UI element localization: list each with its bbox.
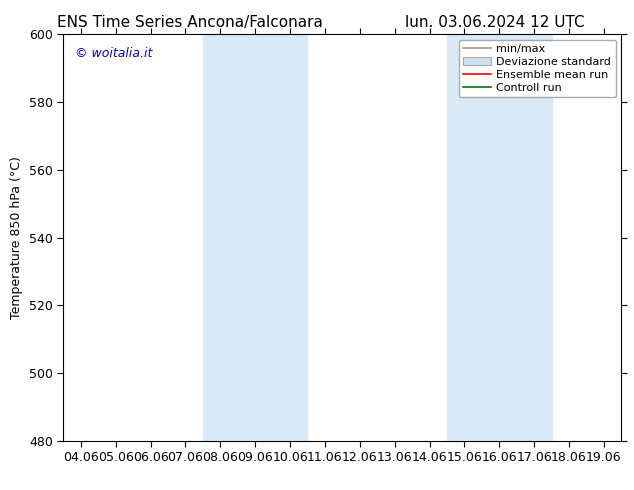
Y-axis label: Temperature 850 hPa (°C): Temperature 850 hPa (°C) — [10, 156, 23, 319]
Text: lun. 03.06.2024 12 UTC: lun. 03.06.2024 12 UTC — [404, 15, 585, 30]
Bar — [203, 34, 307, 441]
Bar — [447, 34, 552, 441]
Text: ENS Time Series Ancona/Falconara: ENS Time Series Ancona/Falconara — [57, 15, 323, 30]
Legend: min/max, Deviazione standard, Ensemble mean run, Controll run: min/max, Deviazione standard, Ensemble m… — [458, 40, 616, 97]
Text: © woitalia.it: © woitalia.it — [75, 47, 152, 59]
